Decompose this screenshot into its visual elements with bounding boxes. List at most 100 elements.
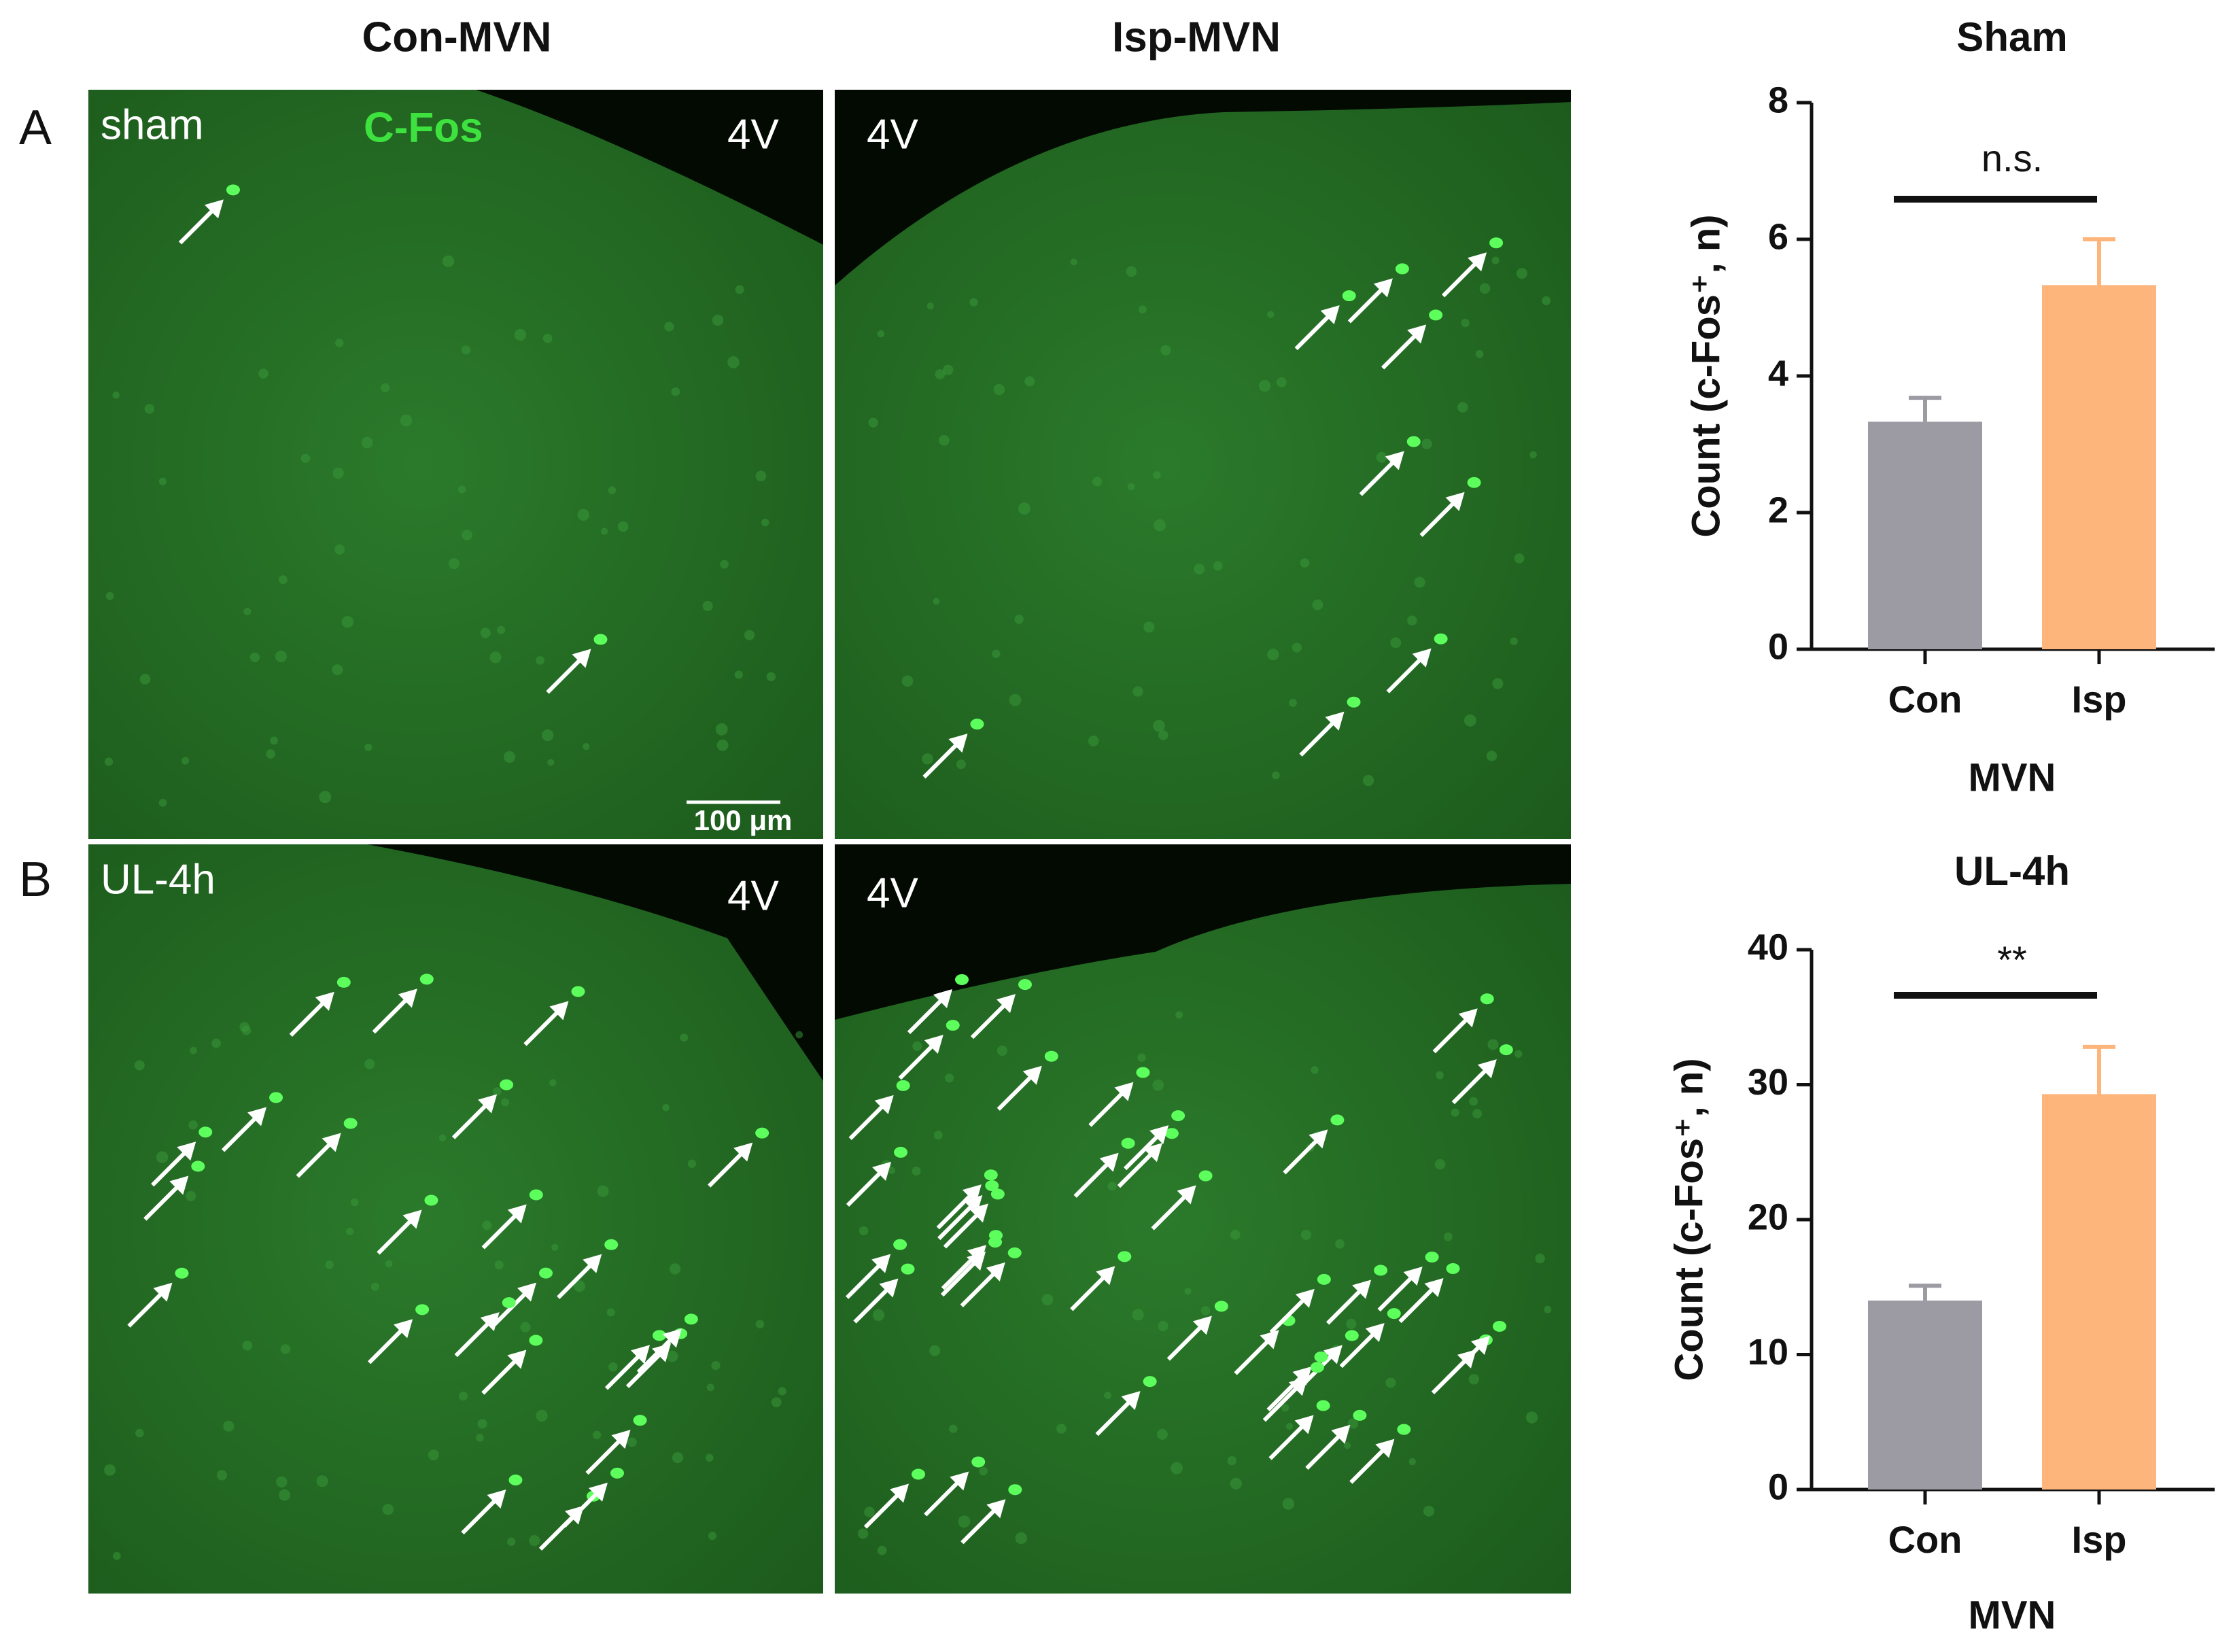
arrow xyxy=(1444,1342,1484,1381)
arrow-head xyxy=(1177,1185,1196,1205)
background-cell xyxy=(1516,268,1527,279)
cfos-cell xyxy=(1489,237,1504,249)
background-cell xyxy=(573,1280,585,1292)
panel-letter: A xyxy=(19,101,52,155)
arrow xyxy=(936,1191,975,1230)
background-cell xyxy=(943,364,954,375)
background-cell xyxy=(1107,1182,1117,1191)
arrow-head xyxy=(583,1254,602,1273)
arrow xyxy=(898,1041,937,1080)
cfos-cell xyxy=(893,1239,907,1250)
cfos-cell xyxy=(755,1127,769,1139)
arrow-head xyxy=(1412,648,1432,668)
cfos-cell xyxy=(894,1146,908,1158)
background-cell xyxy=(480,627,491,638)
y-tick-label: 0 xyxy=(1768,626,1788,667)
chart-title: UL-4h xyxy=(1954,848,2070,894)
background-cell xyxy=(933,1131,943,1140)
arrow xyxy=(1349,1445,1388,1484)
cfos-cell xyxy=(988,1230,1003,1241)
arrow-head xyxy=(1320,305,1340,325)
cfos-cell xyxy=(1018,979,1032,991)
background-cell xyxy=(1407,615,1417,626)
cfos-cell xyxy=(633,1415,647,1426)
background-cell xyxy=(462,530,472,540)
background-cell xyxy=(529,1535,540,1547)
scale-bar-label: 100 μm xyxy=(694,804,793,836)
background-cell xyxy=(1092,477,1103,487)
arrow xyxy=(1234,1337,1273,1375)
arrow xyxy=(481,1356,520,1395)
cfos-cell xyxy=(269,1092,283,1103)
background-cell xyxy=(1153,471,1161,479)
background-cell xyxy=(1421,438,1432,449)
arrow-head xyxy=(1352,1279,1372,1299)
background-cell xyxy=(979,1466,988,1476)
background-cell xyxy=(1390,637,1402,649)
arrow-head xyxy=(924,1035,944,1054)
background-cell xyxy=(113,1551,121,1560)
background-cell xyxy=(350,1198,359,1207)
arrow xyxy=(1283,1136,1321,1175)
background-cell xyxy=(325,1260,334,1269)
background-cell xyxy=(992,649,1001,658)
cfos-cell xyxy=(415,1304,430,1315)
arrow xyxy=(221,1114,260,1152)
ventricle-label: 4V xyxy=(727,111,779,158)
background-cell xyxy=(864,1507,875,1517)
y-axis-label: Count (c-Fos⁺, n) xyxy=(1684,214,1728,537)
background-cell xyxy=(1434,1158,1446,1170)
background-cell xyxy=(727,356,740,368)
background-cell xyxy=(542,729,554,742)
background-cell xyxy=(1024,376,1035,387)
arrow-head xyxy=(1445,492,1465,511)
background-cell xyxy=(761,518,769,527)
background-cell xyxy=(1126,266,1137,277)
background-cell xyxy=(239,1022,249,1033)
arrow xyxy=(461,1496,500,1535)
cfos-cell xyxy=(896,1080,910,1091)
background-cell xyxy=(1300,1229,1311,1240)
background-cell xyxy=(341,616,354,628)
arrow-head xyxy=(611,1430,631,1449)
arrow-head xyxy=(1309,1129,1328,1149)
background-cell xyxy=(664,322,674,332)
arrow xyxy=(1117,1150,1156,1188)
cfos-cell xyxy=(1171,1110,1185,1122)
background-cell xyxy=(134,1060,145,1071)
background-cell xyxy=(997,1046,1007,1056)
background-cell xyxy=(1014,615,1024,624)
arrow-head xyxy=(247,1107,267,1126)
background-cell xyxy=(662,1104,670,1112)
background-cell xyxy=(1510,637,1518,645)
background-cell xyxy=(627,1437,637,1447)
background-cell xyxy=(506,1537,516,1546)
background-cell xyxy=(680,1033,689,1042)
cfos-cell xyxy=(610,1467,624,1479)
background-cell xyxy=(1200,1306,1211,1315)
arrow xyxy=(1377,1273,1416,1312)
background-cell xyxy=(1443,1232,1453,1241)
arrow-head xyxy=(1260,1330,1279,1349)
cfos-cell xyxy=(538,1267,553,1279)
background-cell xyxy=(158,477,167,485)
background-cell xyxy=(939,434,950,446)
background-cell xyxy=(428,1449,439,1461)
x-tick-label: Con xyxy=(1888,1518,1962,1561)
cfos-cell xyxy=(1480,993,1494,1005)
y-tick-label: 6 xyxy=(1768,216,1788,257)
arrow xyxy=(1070,1273,1109,1311)
cfos-cell xyxy=(1499,1044,1513,1056)
arrow xyxy=(1432,1015,1471,1054)
background-cell xyxy=(577,509,589,521)
bar xyxy=(2042,1094,2156,1490)
background-cell xyxy=(1542,296,1551,305)
arrow-head xyxy=(1323,1345,1343,1364)
background-cell xyxy=(1472,1109,1482,1119)
arrow-head xyxy=(153,1282,173,1302)
arrow xyxy=(454,1319,493,1358)
background-cell xyxy=(671,387,680,396)
arrow xyxy=(997,1072,1035,1111)
ventricle-label: 4V xyxy=(867,111,918,158)
